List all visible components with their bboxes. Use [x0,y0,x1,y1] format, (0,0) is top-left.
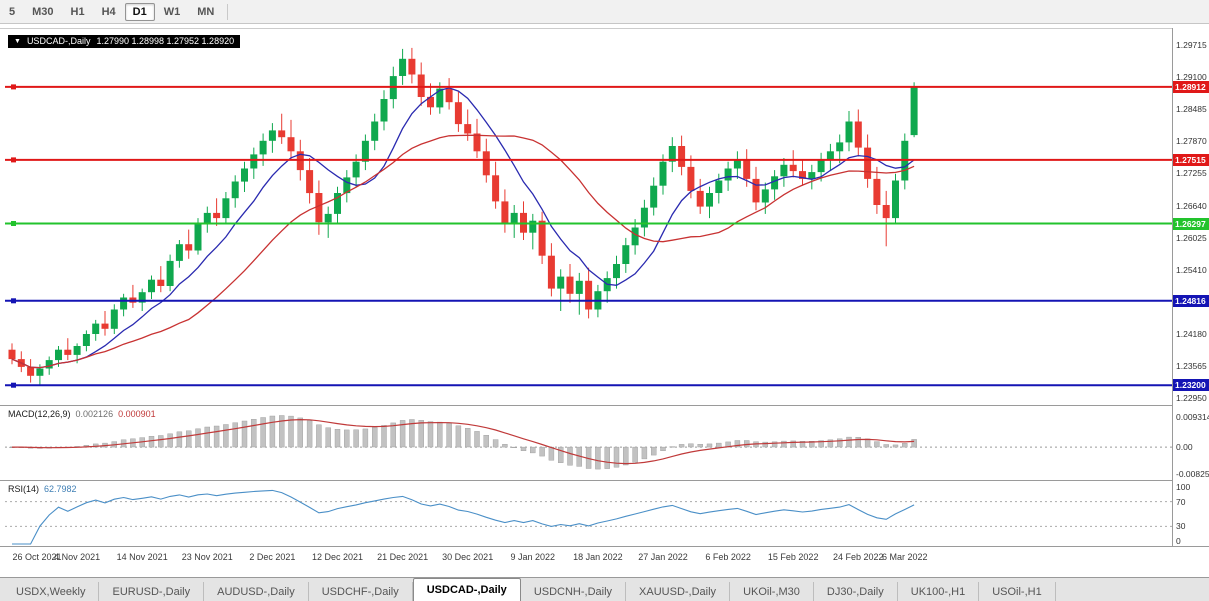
macd-axis-label: -0.008256 [1176,468,1209,479]
rsi-value: 62.7982 [44,484,77,494]
ohlc-info-box: ▼ USDCAD-,Daily 1.27990 1.28998 1.27952 … [8,35,241,48]
tab-usdchf-daily[interactable]: USDCHF-,Daily [309,582,413,601]
price-pane[interactable] [5,30,1172,403]
time-axis[interactable]: 26 Oct 2021 4 Nov 2021 14 Nov 2021 23 Nov 2… [0,547,1209,575]
tf-button-w1[interactable]: W1 [163,5,181,18]
toolbar-separator [227,3,229,20]
collapse-icon[interactable]: ▼ [14,38,21,45]
pane-separator[interactable] [0,546,1209,547]
price-axis-label: 1.27870 [1176,136,1207,147]
price-axis-label: 1.26025 [1176,232,1207,243]
time-label: 4 Nov 2021 [54,552,101,562]
price-axis-label: 1.24180 [1176,329,1207,339]
tab-ukoil-m30[interactable]: UKOil-,M30 [730,582,814,601]
price-line-badge: 1.24816 [1173,294,1209,307]
chart-ohlc-values: 1.27990 1.28998 1.27952 1.28920 [96,36,235,46]
price-axis-label: 1.28485 [1176,104,1207,115]
chart-tab-bar: USDX,Weekly EURUSD-,Daily AUDUSD-,Daily USD… [0,577,1209,601]
hline-1.28912[interactable] [5,84,1172,90]
time-label: 24 Feb 2022 [833,552,884,562]
macd-signal-value: 0.000901 [118,409,156,419]
rsi-indicator-label: RSI(14) 62.7982 [8,484,77,494]
time-label: 18 Jan 2022 [573,552,623,562]
tf-button-5[interactable]: 5 [9,5,16,18]
rsi-line [12,489,915,545]
time-label: 15 Feb 2022 [767,552,819,562]
rsi-axis-label: 30 [1176,521,1186,532]
pane-separator[interactable] [0,480,1209,481]
time-label: 6 Feb 2022 [705,552,751,562]
rsi-axis-label: 100 [1176,482,1191,492]
macd-indicator-label: MACD(12,26,9) 0.002126 0.000901 [8,409,156,419]
tab-uk100-h1[interactable]: UK100-,H1 [898,582,980,601]
tab-xauusd-daily[interactable]: XAUUSD-,Daily [626,582,731,601]
time-label: 2 Dec 2021 [249,552,296,562]
ma-slow-line[interactable] [11,134,915,369]
tab-dj30-daily[interactable]: DJ30-,Daily [814,582,898,601]
tf-button-d1[interactable]: D1 [124,2,155,21]
macd-main-value: 0.002126 [75,409,114,419]
price-axis-label: 1.23565 [1176,361,1207,372]
time-label: 14 Nov 2021 [116,552,168,562]
price-line-badge: 1.26297 [1173,217,1209,230]
tab-usdx-weekly[interactable]: USDX,Weekly [3,582,100,601]
tab-audusd-daily[interactable]: AUDUSD-,Daily [204,582,309,601]
ma-fast-line[interactable] [11,87,915,369]
price-axis-label: 1.29715 [1176,40,1207,50]
hline-1.27515[interactable] [5,157,1172,163]
chart-symbol-label: USDCAD-,Daily [26,36,91,46]
price-line-badge: 1.23200 [1173,379,1209,392]
tf-button-m30[interactable]: M30 [32,5,54,18]
time-label: 26 Oct 2021 [12,552,62,562]
tab-usdcnh-daily[interactable]: USDCNH-,Daily [521,582,627,601]
rsi-name: RSI(14) [8,484,40,494]
hline-1.23200[interactable] [5,382,1172,388]
price-axis-label: 1.29100 [1176,72,1207,83]
tab-usoil-h1[interactable]: USOil-,H1 [979,582,1056,601]
time-label: 30 Dec 2021 [442,552,494,562]
hline-1.24816[interactable] [5,298,1172,304]
time-label: 12 Dec 2021 [311,552,364,562]
macd-signal-line [12,418,915,465]
macd-histogram [9,415,917,470]
tab-usdcad-daily[interactable]: USDCAD-,Daily [412,578,521,601]
tf-button-mn[interactable]: MN [197,5,215,18]
time-label: 6 Mar 2022 [882,552,928,562]
tf-button-h1[interactable]: H1 [70,5,85,18]
macd-pane[interactable] [5,408,1172,478]
price-line-badge: 1.28912 [1173,80,1209,93]
rsi-axis-label: 0 [1176,536,1181,546]
price-axis-label: 1.25410 [1176,264,1207,275]
price-axis-label: 1.26640 [1176,200,1207,211]
timeframe-toolbar: 5 M30 H1 H4 D1 W1 MN [0,0,1209,24]
time-label: 27 Jan 2022 [638,552,688,562]
time-label: 21 Dec 2021 [377,552,429,562]
macd-axis-label: 0.00 [1176,442,1193,453]
candles-layer [8,47,918,386]
tab-eurusd-daily[interactable]: EURUSD-,Daily [99,582,205,601]
hline-1.26297[interactable] [5,221,1172,226]
macd-name: MACD(12,26,9) [8,409,71,419]
price-axis-label: 1.22950 [1176,393,1207,404]
price-line-badge: 1.27515 [1173,153,1209,166]
macd-axis-label: 0.009314 [1176,412,1209,422]
time-label: 23 Nov 2021 [181,552,233,562]
price-axis-label: 1.27255 [1176,168,1207,179]
time-label: 9 Jan 2022 [510,552,556,562]
rsi-axis-label: 70 [1176,496,1186,507]
tf-button-h4[interactable]: H4 [101,5,116,18]
chart-frame-line [0,28,1209,29]
rsi-pane[interactable] [5,483,1172,545]
pane-separator[interactable] [0,405,1209,406]
price-axis[interactable]: 1.28912 1.27515 1.26297 1.24816 1.23200 1.297… [1172,28,1209,546]
